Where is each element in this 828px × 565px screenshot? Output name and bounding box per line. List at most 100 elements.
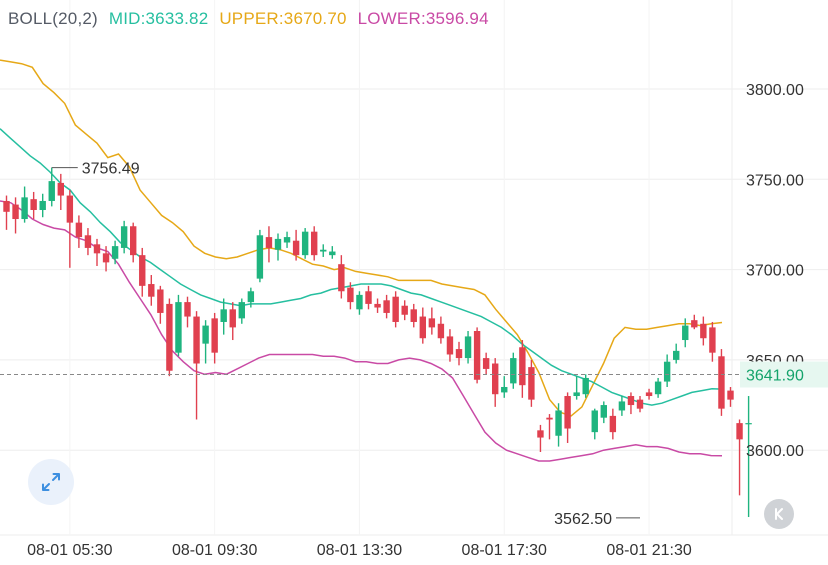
candle-body <box>220 309 227 322</box>
grid-layer <box>0 0 828 536</box>
candle-body <box>120 226 128 248</box>
candle <box>184 296 191 328</box>
candle-body <box>464 336 472 359</box>
high-marker-label: 3756.49 <box>82 161 140 178</box>
candle-body <box>718 356 725 409</box>
candle <box>564 392 571 443</box>
candle-body <box>102 253 110 263</box>
candle-body <box>609 415 617 433</box>
candle-body <box>392 296 399 322</box>
candle <box>482 352 490 375</box>
candle <box>21 186 28 223</box>
candle <box>745 396 752 518</box>
candle-body <box>320 249 327 252</box>
candle <box>727 386 734 407</box>
candle-body <box>745 423 752 425</box>
candle-body <box>519 347 526 386</box>
mid-value: MID:3633.82 <box>108 9 209 28</box>
x-tick-label: 08-01 13:30 <box>317 542 403 559</box>
candle <box>492 358 499 407</box>
candle <box>301 228 309 259</box>
candle-body <box>627 396 635 406</box>
candle-body <box>148 284 155 297</box>
candle <box>356 291 363 315</box>
candle-body <box>401 305 408 315</box>
candle-body <box>356 294 363 310</box>
candle <box>39 193 46 218</box>
x-tick-label: 08-01 09:30 <box>172 542 258 559</box>
lower-value: LOWER:3596.94 <box>357 9 489 28</box>
candle-body <box>229 309 236 328</box>
candle <box>555 403 562 447</box>
candle <box>30 191 37 220</box>
candle-body <box>383 300 390 313</box>
candle <box>120 220 128 254</box>
candle-body <box>175 302 182 353</box>
candle <box>111 240 119 265</box>
candle-body <box>238 302 245 319</box>
candle <box>292 229 300 261</box>
candle-body <box>419 316 426 339</box>
upper-value: UPPER:3670.70 <box>219 9 347 28</box>
candle <box>636 396 644 413</box>
candle <box>166 298 173 377</box>
candle-body <box>311 231 318 256</box>
candle <box>428 307 436 335</box>
expand-button[interactable] <box>28 459 74 505</box>
candle-body <box>428 318 436 328</box>
candle-body <box>591 410 598 433</box>
candle-body <box>130 226 137 256</box>
candle <box>48 167 55 207</box>
collapse-k-icon <box>775 508 783 520</box>
boll-lines <box>0 59 723 462</box>
candle <box>265 226 273 263</box>
candle <box>211 312 218 364</box>
candle <box>700 316 707 346</box>
candle-body <box>329 251 336 256</box>
candle <box>573 376 580 400</box>
candle <box>510 352 517 389</box>
boll-legend: BOLL(20,2) MID:3633.82 UPPER:3670.70 LOW… <box>8 9 495 29</box>
candle <box>57 173 64 211</box>
candle-body <box>292 240 300 256</box>
candle <box>645 388 653 400</box>
candle <box>519 340 526 398</box>
candle <box>618 396 626 416</box>
candle-body <box>93 244 101 254</box>
candle <box>274 233 282 261</box>
candle <box>673 343 680 364</box>
candle <box>12 197 19 234</box>
candle-body <box>57 182 64 196</box>
candle <box>130 222 137 263</box>
candle-body <box>30 199 37 211</box>
candle-body <box>663 361 671 382</box>
candle-body <box>727 390 734 400</box>
candle <box>202 320 209 364</box>
candle-body <box>546 417 553 420</box>
candle <box>338 255 345 299</box>
candle-body <box>12 204 19 220</box>
candle-body <box>492 363 499 395</box>
candle-body <box>446 336 454 355</box>
candle <box>238 298 245 324</box>
candle <box>546 414 553 440</box>
candle <box>410 303 417 328</box>
candle <box>383 294 390 319</box>
candle-body <box>301 231 309 256</box>
collapse-button[interactable] <box>764 499 794 529</box>
candle <box>247 287 255 308</box>
candle <box>455 341 463 366</box>
candle-body <box>48 181 55 201</box>
expand-arrows-icon <box>42 473 60 491</box>
indicator-name[interactable]: BOLL(20,2) <box>8 9 98 28</box>
candle <box>609 408 617 440</box>
lower-band-line <box>0 200 723 462</box>
candle-body <box>184 302 191 317</box>
candle-body <box>582 377 589 395</box>
candle-body <box>84 235 92 248</box>
candle <box>419 307 426 344</box>
candle <box>256 229 264 283</box>
candle-body <box>166 303 173 371</box>
candle-body <box>365 291 372 304</box>
